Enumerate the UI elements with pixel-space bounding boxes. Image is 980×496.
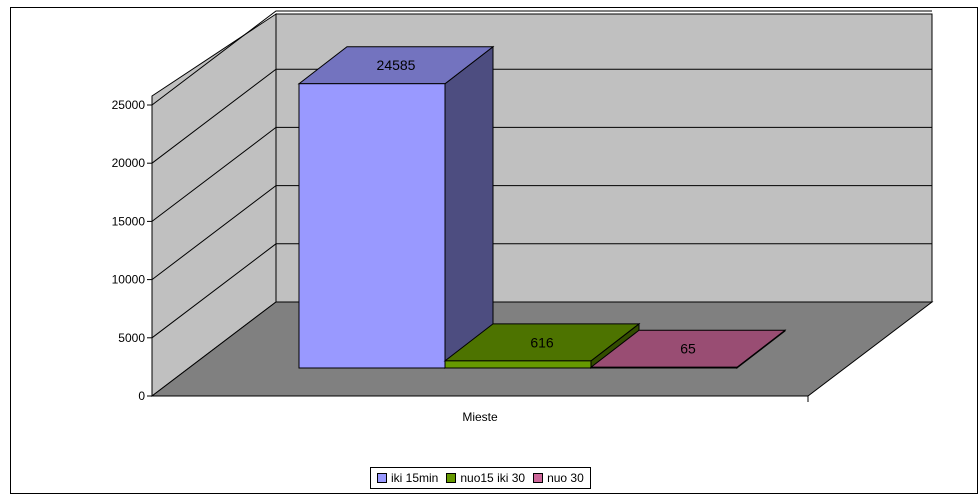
data-label-1: 24585 xyxy=(377,57,416,73)
bar-front xyxy=(298,83,446,369)
data-label-2: 616 xyxy=(530,334,554,350)
legend-label: iki 15min xyxy=(391,471,439,485)
bar-3 xyxy=(589,329,787,370)
bar-side xyxy=(444,45,494,370)
gridline xyxy=(151,68,932,164)
gridline xyxy=(151,243,932,339)
y-tick-label: 25000 xyxy=(112,98,146,112)
y-tick-label: 5000 xyxy=(118,331,145,345)
legend-item: iki 15min xyxy=(377,471,438,485)
y-tick-label: 15000 xyxy=(112,214,146,228)
bar-1 xyxy=(297,45,495,370)
bar-front xyxy=(590,366,738,369)
data-label-3: 65 xyxy=(680,341,696,357)
legend-item: nuo 30 xyxy=(533,471,584,485)
gridline xyxy=(151,185,932,280)
legend: iki 15min nuo15 iki 30 nuo 30 xyxy=(370,467,591,489)
legend-swatch xyxy=(446,473,457,483)
gridline xyxy=(151,10,932,106)
y-tick-label: 10000 xyxy=(112,273,146,287)
bar-front xyxy=(444,360,592,369)
category-label: Mieste xyxy=(462,410,498,424)
legend-item: nuo15 iki 30 xyxy=(446,471,525,485)
y-tick-label: 0 xyxy=(138,389,145,403)
bar-2 xyxy=(443,322,641,370)
legend-label: nuo15 iki 30 xyxy=(460,471,526,485)
gridline xyxy=(151,126,932,222)
legend-swatch xyxy=(533,473,544,483)
legend-swatch xyxy=(377,473,387,483)
legend-label: nuo 30 xyxy=(547,471,584,485)
y-tick-label: 20000 xyxy=(112,156,146,170)
